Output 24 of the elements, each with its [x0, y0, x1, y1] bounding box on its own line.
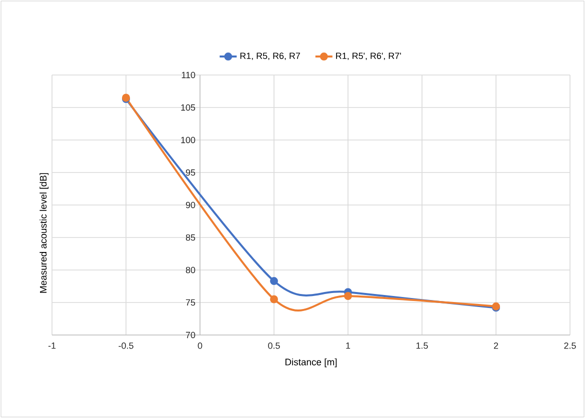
legend-label: R1, R5', R6', R7'	[336, 52, 401, 60]
y-tick-label: 80	[186, 266, 196, 274]
y-tick-label: 70	[186, 332, 196, 338]
point	[344, 292, 352, 300]
x-tick-label: 1.5	[416, 342, 428, 349]
x-tick-label: 1	[346, 342, 350, 349]
point	[270, 277, 278, 286]
x-tick-label: 2	[494, 342, 498, 349]
x-tick-label: 0.5	[268, 342, 280, 349]
y-tick-label: 90	[186, 202, 196, 208]
y-tick-label: 85	[186, 234, 196, 241]
x-axis-title: Distance [m]	[285, 358, 337, 368]
y-tick-label: 75	[186, 299, 196, 306]
y-tick-label: 110	[182, 72, 196, 78]
y-axis-title: Measured acoustic level [dB]	[40, 173, 48, 293]
point	[270, 295, 278, 304]
y-tick-label: 95	[186, 169, 196, 176]
x-tick-label: 0	[198, 342, 202, 349]
y-tick-label: 105	[181, 104, 196, 111]
x-tick-label: 2.5	[564, 342, 576, 349]
x-tick-label: -0.5	[118, 342, 134, 349]
y-tick-label: 100	[181, 136, 196, 144]
legend-label: R1, R5, R6, R7	[240, 52, 300, 60]
x-tick-label: -1	[48, 342, 56, 349]
